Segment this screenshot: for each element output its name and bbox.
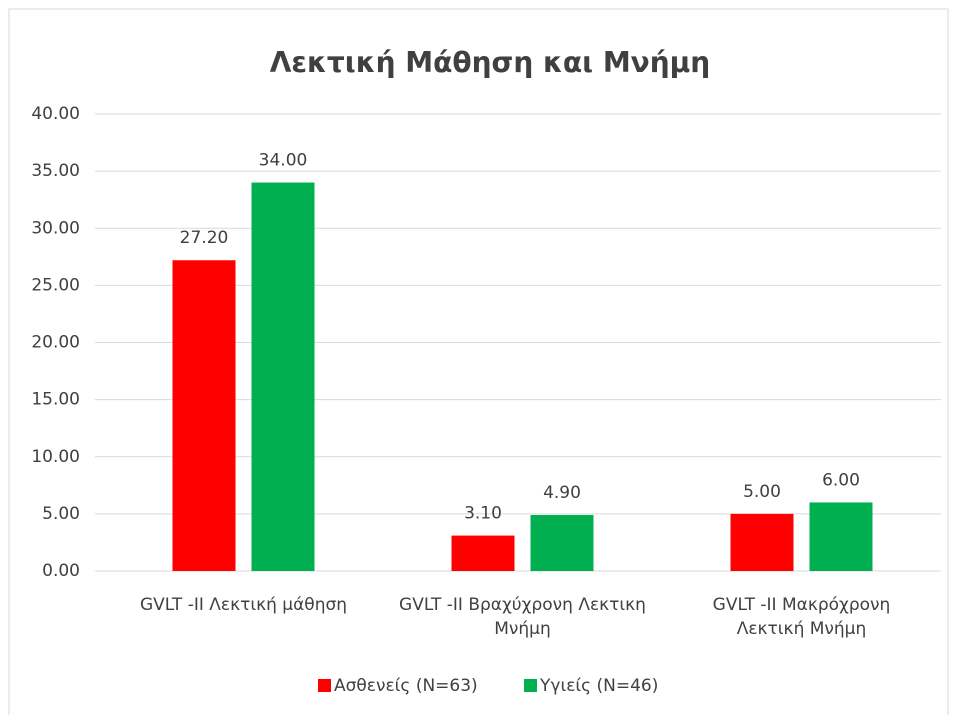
bar bbox=[451, 535, 515, 571]
x-tick-label: GVLT -II Λεκτική μάθηση bbox=[139, 595, 348, 615]
legend-swatch bbox=[524, 679, 537, 692]
data-label: 3.10 bbox=[464, 504, 502, 524]
data-label: 27.20 bbox=[180, 228, 229, 248]
data-label: 6.00 bbox=[822, 470, 860, 490]
chart-title: Λεκτική Μάθηση και Μνήμη bbox=[270, 46, 710, 79]
y-tick-label: 15.00 bbox=[31, 390, 80, 410]
bar bbox=[730, 513, 794, 571]
x-tick-label: GVLT -II Μακρόχρονη Λεκτική Μνήμη bbox=[712, 595, 891, 639]
y-tick-label: 5.00 bbox=[42, 504, 80, 524]
y-tick-label: 0.00 bbox=[42, 561, 80, 581]
y-tick-label: 10.00 bbox=[31, 447, 80, 467]
bar bbox=[172, 260, 236, 571]
y-tick-label: 35.00 bbox=[31, 161, 80, 181]
legend-swatch bbox=[318, 679, 331, 692]
y-tick-label: 25.00 bbox=[31, 275, 80, 295]
data-label: 5.00 bbox=[743, 482, 781, 502]
y-tick-label: 40.00 bbox=[31, 104, 80, 124]
y-tick-label: 30.00 bbox=[31, 218, 80, 238]
y-tick-label: 20.00 bbox=[31, 333, 80, 353]
bar bbox=[251, 182, 315, 572]
x-tick-label: GVLT -II Βραχύχρονη Λεκτικη Μνήμη bbox=[399, 595, 646, 639]
data-label: 4.90 bbox=[543, 483, 581, 503]
chart-frame bbox=[8, 8, 949, 715]
bar bbox=[530, 515, 594, 571]
data-label: 34.00 bbox=[259, 151, 308, 171]
legend-label: Υγιείς (N=46) bbox=[539, 676, 658, 696]
legend-label: Ασθενείς (N=63) bbox=[334, 676, 478, 696]
bar bbox=[809, 502, 873, 571]
